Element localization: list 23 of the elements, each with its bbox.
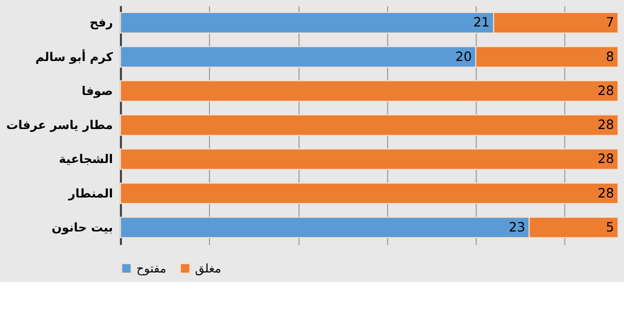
data-label: 23 — [508, 220, 526, 236]
bar — [120, 114, 619, 136]
y-tick-label: صوفا — [82, 84, 113, 98]
data-label: 28 — [598, 118, 614, 134]
y-tick-label: رفح — [90, 16, 114, 30]
y-tick-label: المنطار — [68, 186, 113, 200]
legend-label: مغلق — [195, 261, 222, 276]
bar — [120, 182, 619, 204]
bar — [120, 148, 619, 170]
data-label: 28 — [598, 152, 614, 168]
y-tick-label: كرم أبو سالم — [35, 48, 114, 64]
data-label: 8 — [606, 50, 614, 65]
legend-label: مفتوح — [136, 261, 166, 276]
data-label: 5 — [606, 220, 614, 236]
data-label: 28 — [598, 186, 614, 202]
data-label: 7 — [606, 16, 614, 31]
y-tick-label: مطار ياسر عرفات — [6, 118, 113, 132]
data-label: 28 — [598, 84, 614, 99]
bar — [120, 80, 619, 102]
data-label: 21 — [473, 16, 490, 31]
y-tick-label: الشجاعية — [58, 152, 113, 166]
y-tick-label: بيت حانون — [52, 220, 113, 234]
data-label: 20 — [455, 50, 472, 65]
